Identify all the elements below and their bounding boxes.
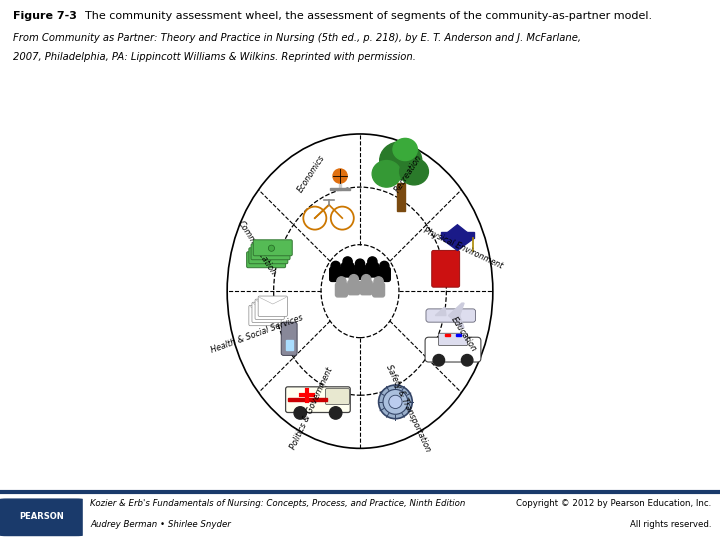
FancyBboxPatch shape: [247, 252, 286, 268]
FancyBboxPatch shape: [255, 299, 284, 320]
Text: Audrey Berman • Shirlee Snyder: Audrey Berman • Shirlee Snyder: [90, 521, 230, 529]
Polygon shape: [449, 315, 464, 328]
Circle shape: [349, 275, 359, 284]
Circle shape: [361, 275, 371, 284]
Circle shape: [266, 249, 272, 255]
FancyBboxPatch shape: [425, 337, 481, 362]
FancyBboxPatch shape: [252, 302, 282, 322]
Bar: [456, 334, 461, 336]
Ellipse shape: [379, 141, 422, 179]
Circle shape: [333, 169, 347, 183]
FancyBboxPatch shape: [0, 498, 83, 536]
FancyBboxPatch shape: [366, 263, 378, 277]
FancyBboxPatch shape: [251, 244, 290, 260]
Polygon shape: [441, 232, 474, 238]
FancyBboxPatch shape: [325, 389, 349, 404]
Circle shape: [383, 389, 408, 414]
Text: Figure 7-3: Figure 7-3: [13, 11, 77, 21]
FancyBboxPatch shape: [379, 267, 390, 281]
Circle shape: [379, 385, 413, 418]
Circle shape: [331, 261, 341, 271]
Text: Physical Environment: Physical Environment: [423, 226, 505, 271]
FancyBboxPatch shape: [286, 387, 350, 413]
FancyBboxPatch shape: [348, 281, 360, 295]
Circle shape: [264, 253, 270, 259]
FancyBboxPatch shape: [360, 281, 372, 295]
Circle shape: [356, 259, 364, 268]
Bar: [397, 183, 405, 212]
Circle shape: [294, 407, 307, 419]
FancyBboxPatch shape: [354, 265, 366, 279]
Circle shape: [343, 257, 352, 266]
FancyBboxPatch shape: [432, 251, 459, 287]
Circle shape: [374, 277, 383, 286]
FancyBboxPatch shape: [282, 322, 297, 355]
Text: Education: Education: [449, 315, 478, 353]
Text: Copyright © 2012 by Pearson Education, Inc.: Copyright © 2012 by Pearson Education, I…: [516, 499, 711, 508]
Ellipse shape: [372, 160, 401, 187]
FancyBboxPatch shape: [258, 296, 287, 316]
FancyBboxPatch shape: [336, 283, 347, 297]
Polygon shape: [436, 308, 446, 315]
Text: Economics: Economics: [296, 154, 327, 194]
FancyBboxPatch shape: [438, 333, 467, 346]
FancyBboxPatch shape: [249, 248, 288, 264]
Text: The community assessment wheel, the assessment of segments of the community-as-p: The community assessment wheel, the asse…: [85, 11, 652, 21]
FancyBboxPatch shape: [342, 263, 354, 277]
Polygon shape: [449, 303, 464, 315]
Text: From Community as Partner: Theory and Practice in Nursing (5th ed., p. 218), by : From Community as Partner: Theory and Pr…: [13, 33, 581, 44]
Text: Safety & Transportation: Safety & Transportation: [384, 363, 433, 453]
Bar: [288, 398, 327, 401]
Bar: [286, 340, 293, 350]
Text: Recreation: Recreation: [393, 153, 424, 194]
Circle shape: [330, 407, 342, 419]
Bar: [338, 184, 341, 190]
Text: Health & Social Services: Health & Social Services: [210, 313, 304, 355]
Circle shape: [462, 354, 473, 366]
Circle shape: [337, 277, 346, 286]
FancyBboxPatch shape: [253, 240, 292, 256]
Polygon shape: [441, 225, 474, 251]
Circle shape: [261, 257, 268, 264]
Ellipse shape: [400, 158, 428, 185]
Text: Kozier & Erb's Fundamentals of Nursing: Concepts, Process, and Practice, Ninth E: Kozier & Erb's Fundamentals of Nursing: …: [90, 499, 465, 508]
Bar: [330, 187, 350, 190]
Text: Politics & Government: Politics & Government: [289, 366, 335, 451]
FancyBboxPatch shape: [330, 267, 341, 281]
Text: 2007, Philadelphia, PA: Lippincott Williams & Wilkins. Reprinted with permission: 2007, Philadelphia, PA: Lippincott Willi…: [13, 52, 416, 62]
FancyBboxPatch shape: [373, 283, 384, 297]
Text: All rights reserved.: All rights reserved.: [630, 521, 711, 529]
Circle shape: [379, 261, 389, 271]
Text: Communication: Communication: [235, 219, 277, 277]
Circle shape: [269, 245, 274, 251]
Bar: [445, 334, 450, 336]
Ellipse shape: [393, 138, 418, 160]
FancyBboxPatch shape: [249, 305, 278, 326]
FancyBboxPatch shape: [426, 309, 476, 322]
Circle shape: [433, 354, 444, 366]
Circle shape: [368, 257, 377, 266]
Circle shape: [389, 395, 402, 408]
Text: PEARSON: PEARSON: [19, 512, 64, 521]
